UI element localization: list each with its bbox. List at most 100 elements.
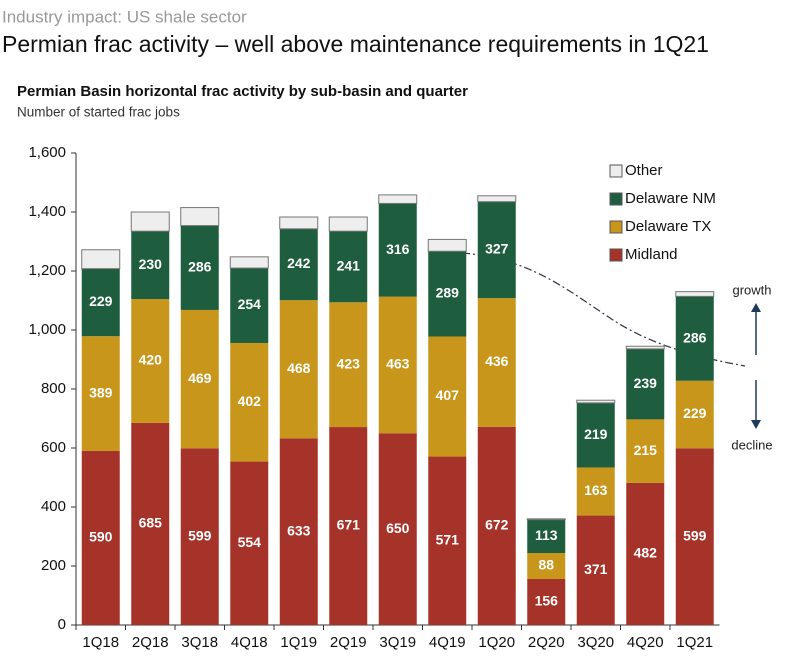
value-label: 229 — [89, 293, 113, 309]
x-tick-label: 1Q21 — [676, 634, 713, 651]
bar-segment — [279, 300, 318, 439]
value-label: 463 — [386, 356, 410, 372]
x-tick-label: 4Q20 — [627, 634, 664, 651]
bar-segment — [230, 461, 269, 625]
y-tick-label: 400 — [41, 498, 66, 515]
bar-segment — [329, 302, 368, 428]
bar-segment — [576, 515, 615, 625]
y-tick-label: 0 — [58, 616, 66, 633]
chart-subtitle: Number of started frac jobs — [17, 105, 180, 120]
y-tick-label: 1,600 — [28, 144, 66, 161]
legend-swatch — [609, 220, 623, 234]
x-tick-label: 4Q19 — [429, 634, 466, 651]
bar-segment — [625, 345, 665, 350]
bar-segment — [675, 291, 715, 297]
bar-segment — [527, 519, 566, 554]
bar-segment — [428, 456, 467, 625]
headline: Permian frac activity – well above maint… — [2, 31, 709, 57]
y-tick-label: 600 — [41, 439, 66, 456]
value-label: 242 — [287, 255, 311, 271]
legend-label: Other — [625, 162, 663, 179]
bar-segment — [180, 225, 219, 310]
bar-segment — [230, 342, 269, 462]
bar-segment — [180, 448, 219, 625]
bar-segment — [81, 450, 120, 625]
value-label: 219 — [584, 426, 608, 442]
value-label: 389 — [89, 384, 113, 400]
bar-segment — [527, 578, 566, 625]
bar-segment — [477, 298, 516, 427]
bar-segment — [675, 296, 714, 381]
y-tick-label: 200 — [41, 557, 66, 574]
value-label: 650 — [386, 520, 410, 536]
value-label: 316 — [386, 241, 410, 257]
y-tick-label: 1,000 — [28, 321, 66, 338]
x-tick-label: 4Q18 — [231, 634, 268, 651]
y-tick-label: 800 — [41, 380, 66, 397]
value-label: 156 — [535, 593, 559, 609]
value-label: 482 — [634, 545, 658, 561]
bar-segment — [279, 216, 319, 230]
value-label: 599 — [683, 527, 707, 543]
bar-segment — [626, 419, 665, 483]
bar-segment — [378, 433, 417, 625]
bar-segment — [180, 207, 220, 227]
bar-segment — [576, 467, 615, 516]
legend-swatch — [609, 164, 623, 178]
bar-segment — [378, 203, 417, 297]
x-tick-label: 1Q19 — [280, 634, 317, 651]
value-label: 407 — [436, 387, 460, 403]
value-label: 554 — [238, 534, 262, 550]
growth-arrowhead — [751, 303, 761, 312]
value-label: 327 — [485, 241, 509, 257]
value-label: 468 — [287, 360, 311, 376]
bar-segment — [328, 216, 368, 232]
bar-segment — [279, 438, 318, 625]
value-label: 423 — [337, 355, 361, 371]
bar-segment — [329, 231, 368, 303]
bar-segment — [81, 268, 120, 337]
x-tick-label: 2Q18 — [132, 634, 169, 651]
bar-segment — [477, 426, 516, 625]
y-tick-label: 1,200 — [28, 262, 66, 279]
value-label: 254 — [238, 296, 262, 312]
x-tick-label: 3Q20 — [577, 634, 614, 651]
value-label: 371 — [584, 561, 608, 577]
legend-swatch — [609, 248, 623, 262]
value-label: 633 — [287, 522, 311, 538]
value-label: 685 — [139, 515, 163, 531]
bar-segment — [675, 380, 714, 449]
value-label: 215 — [634, 442, 658, 458]
header: Industry impact: US shale sector — [2, 7, 247, 26]
value-label: 571 — [436, 531, 460, 547]
bar-segment — [229, 256, 269, 269]
bar-segment — [378, 194, 418, 204]
x-tick-label: 3Q19 — [379, 634, 416, 651]
legend-label: Delaware TX — [625, 218, 711, 235]
legend-swatch — [609, 192, 623, 206]
annotation: decline — [731, 437, 772, 452]
value-label: 402 — [238, 393, 262, 409]
bar-segment — [527, 553, 566, 579]
bar-segment — [81, 249, 121, 270]
x-tick-label: 1Q20 — [478, 634, 515, 651]
value-label: 469 — [188, 370, 212, 386]
value-label: 286 — [188, 258, 212, 274]
bar-segment — [180, 309, 219, 449]
value-label: 599 — [188, 527, 212, 543]
value-label: 420 — [139, 352, 163, 368]
value-label: 229 — [683, 405, 707, 421]
bar-segment — [526, 518, 566, 521]
bar-segment — [130, 211, 170, 232]
x-tick-label: 3Q18 — [181, 634, 218, 651]
x-tick-label: 2Q20 — [528, 634, 565, 651]
bar-segment — [675, 448, 714, 625]
bar-segment — [626, 348, 665, 420]
bar-segment — [279, 228, 318, 301]
value-label: 671 — [337, 517, 361, 533]
y-tick-label: 1,400 — [28, 203, 66, 220]
x-tick-label: 2Q19 — [330, 634, 367, 651]
bar-segment — [477, 195, 517, 203]
